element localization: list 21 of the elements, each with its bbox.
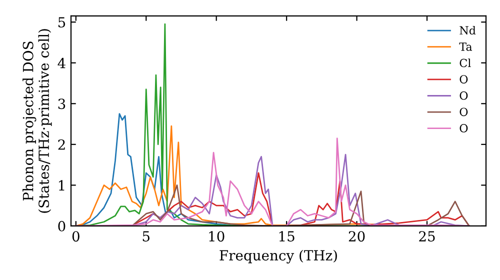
x-tick-label: 10 xyxy=(209,231,224,242)
legend-label: Cl xyxy=(460,58,471,68)
y-tick-label: 5 xyxy=(58,17,66,28)
x-tick-label: 5 xyxy=(142,231,150,242)
legend-label: O xyxy=(460,75,468,84)
y-tick-label: 4 xyxy=(58,58,66,68)
legend-label: Ta xyxy=(459,42,472,51)
x-tick-label: 15 xyxy=(279,231,294,242)
y-tick-label: 1 xyxy=(58,180,64,190)
legend-label: O xyxy=(460,91,468,100)
x-tick-label: 20 xyxy=(348,231,365,242)
y-tick-label: 0 xyxy=(58,220,66,232)
x-axis-title: Frequency (THz) xyxy=(220,250,337,264)
x-tick-label: 25 xyxy=(419,231,435,242)
y-tick-label: 3 xyxy=(58,98,66,110)
x-tick-label: 0 xyxy=(72,231,80,242)
legend-label: O xyxy=(460,108,468,116)
y-tick-label: 2 xyxy=(58,139,65,150)
y-axis-title: Phonon projected DOS (States/THz·primitive cell) xyxy=(22,29,52,213)
legend-label: Nd xyxy=(460,26,476,35)
legend-label: O xyxy=(460,124,468,132)
